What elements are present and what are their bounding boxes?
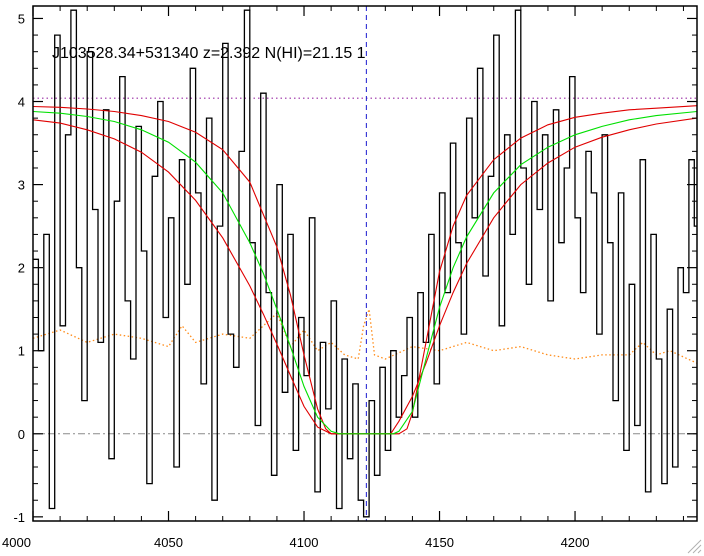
x-tick-label: 4050 xyxy=(154,535,183,550)
y-tick-label: 2 xyxy=(18,261,25,276)
x-tick-label: 4000 xyxy=(2,535,31,550)
y-tick-label: 5 xyxy=(18,11,25,26)
series-flux xyxy=(33,9,697,518)
y-tick-label: -1 xyxy=(13,510,25,525)
y-tick-label: 1 xyxy=(18,344,25,359)
plot-frame xyxy=(32,5,698,522)
tick-labels: 4000 4050 4100 4150 4200 -1 0 1 2 3 4 5 xyxy=(2,11,590,550)
y-tick-label: 4 xyxy=(18,95,25,110)
chart-title: J103528.34+531340 z=2.392 N(HI)=21.15 1 xyxy=(52,45,366,62)
x-tick-label: 4150 xyxy=(425,535,454,550)
x-tick-label: 4100 xyxy=(290,535,319,550)
y-tick-label: 3 xyxy=(18,178,25,193)
resize-grip-icon[interactable] xyxy=(687,539,702,554)
y-tick-label: 0 xyxy=(18,427,25,442)
axes xyxy=(32,5,698,522)
series-error xyxy=(33,308,697,364)
series-layer xyxy=(33,9,697,518)
x-tick-label: 4200 xyxy=(561,535,590,550)
series-fit xyxy=(33,110,697,435)
